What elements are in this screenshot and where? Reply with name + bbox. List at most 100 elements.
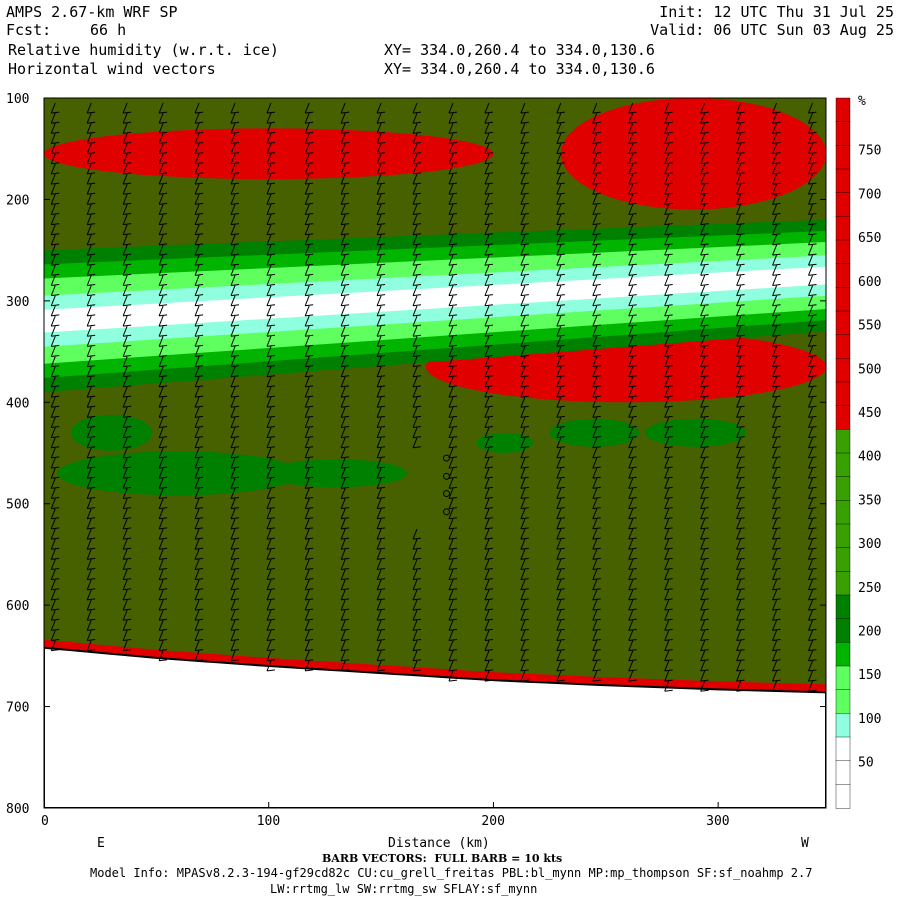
barb-flag (194, 527, 204, 530)
wind-barb (230, 265, 240, 276)
barb-shaft (556, 650, 562, 661)
barb-flag (592, 273, 601, 276)
wind-barb (808, 234, 817, 246)
wind-barb (700, 630, 709, 641)
barb-flag (159, 162, 168, 165)
wind-barb (86, 285, 96, 297)
wind-barb (304, 478, 314, 489)
barb-flag (484, 385, 493, 388)
barb-shaft (158, 336, 164, 347)
wind-barb (736, 204, 745, 215)
barb-shaft (736, 123, 742, 134)
barb-shaft (376, 407, 382, 418)
barb-flag (556, 679, 565, 682)
barb-shaft (122, 143, 128, 154)
barb-shaft (628, 427, 634, 438)
wind-barb (50, 437, 60, 449)
wind-barb (592, 518, 601, 530)
barb-shaft (448, 102, 454, 114)
barb-flag (448, 294, 458, 297)
barb-flag (305, 547, 314, 550)
wind-barb (448, 620, 458, 631)
barb-flag (520, 152, 529, 155)
wind-barb (664, 194, 673, 205)
wind-barb (412, 305, 422, 317)
barb-flag (484, 415, 493, 418)
wind-barb (628, 539, 637, 550)
barb-shaft (266, 599, 272, 611)
barb-flag (51, 162, 60, 165)
wind-barb (556, 244, 565, 256)
barb-shaft (628, 133, 634, 144)
barb-shaft (736, 559, 742, 570)
barb-shaft (122, 173, 128, 185)
barb-flag (592, 314, 601, 317)
wind-barb (158, 386, 168, 398)
barb-shaft (628, 234, 634, 246)
barb-shaft (86, 640, 92, 651)
wind-barb (266, 153, 276, 165)
barb-shaft (340, 163, 346, 175)
wind-barb (484, 285, 493, 297)
wind-barb (772, 336, 781, 347)
wind-barb (86, 559, 96, 570)
barb-flag (412, 537, 422, 540)
barb-shaft (700, 244, 706, 256)
barb-flag (520, 243, 529, 246)
barb-flag (159, 527, 168, 530)
barb-shaft (122, 478, 128, 489)
wind-barb (664, 569, 673, 581)
barb-shaft (412, 630, 418, 641)
barb-shaft (122, 285, 128, 296)
barb-flag (628, 192, 637, 195)
barb-shaft (736, 681, 742, 692)
barb-shaft (664, 204, 670, 215)
wind-barb (158, 366, 168, 378)
barb-flag (628, 395, 637, 398)
barb-shaft (808, 447, 813, 459)
barb-shaft (230, 528, 236, 540)
barb-flag (341, 669, 350, 672)
barb-shaft (86, 498, 92, 509)
wind-barb (376, 457, 386, 469)
colorbar-segment (835, 736, 851, 762)
barb-flag (520, 557, 529, 560)
barb-flag (51, 243, 60, 246)
barb-shaft (736, 478, 742, 489)
wind-barb (122, 518, 132, 530)
barb-shaft (340, 295, 346, 306)
barb-flag (556, 436, 565, 439)
barb-flag (664, 649, 673, 652)
wind-barb (86, 366, 96, 378)
barb-shaft (664, 336, 670, 347)
wind-barb (266, 214, 276, 226)
barb-flag (194, 121, 204, 124)
barb-flag (230, 263, 240, 266)
wind-barb (266, 478, 276, 489)
barb-flag (87, 436, 96, 439)
barb-shaft (194, 204, 200, 215)
barb-flag (159, 202, 168, 205)
wind-barb (194, 163, 204, 175)
barb-shaft (266, 660, 272, 672)
wind-barb (664, 660, 673, 672)
barb-shaft (772, 670, 778, 682)
barb-shaft (448, 285, 454, 296)
barb-shaft (230, 123, 236, 134)
wind-barb (266, 275, 276, 286)
wind-barb (304, 397, 314, 408)
barb-flag (700, 233, 709, 236)
barb-shaft (86, 184, 92, 195)
barb-shaft (86, 102, 92, 114)
barb-shaft (304, 468, 310, 479)
barb-shaft (772, 275, 778, 286)
wind-barb (122, 326, 132, 337)
wind-barb (194, 599, 204, 611)
wind-barb (230, 346, 240, 357)
colorbar-tick-label: 50 (858, 756, 874, 771)
barb-flag (194, 111, 204, 114)
wind-barb (736, 285, 745, 297)
barb-shaft (772, 356, 778, 367)
barb-flag (159, 537, 168, 540)
barb-shaft (700, 397, 706, 408)
